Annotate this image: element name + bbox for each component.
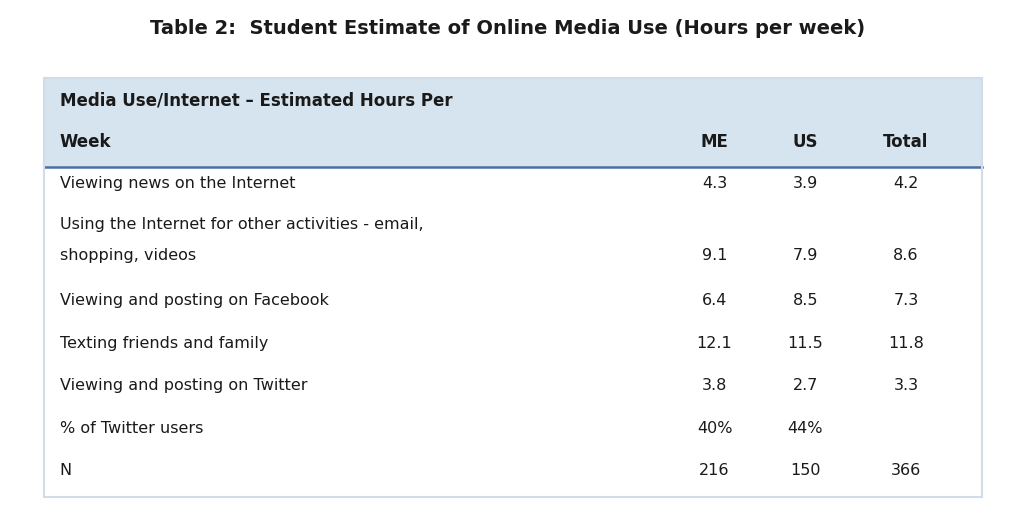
Text: Viewing and posting on Twitter: Viewing and posting on Twitter — [60, 378, 307, 393]
Text: 12.1: 12.1 — [697, 335, 733, 351]
Text: 3.9: 3.9 — [792, 176, 818, 191]
Text: 4.3: 4.3 — [702, 176, 727, 191]
Text: 3.3: 3.3 — [893, 378, 918, 393]
Text: 7.9: 7.9 — [792, 248, 818, 263]
Text: shopping, videos: shopping, videos — [60, 248, 196, 263]
Bar — [45, 78, 981, 167]
Text: Texting friends and family: Texting friends and family — [60, 335, 268, 351]
Text: Viewing news on the Internet: Viewing news on the Internet — [60, 176, 295, 191]
Text: 11.5: 11.5 — [787, 335, 823, 351]
Text: 8.6: 8.6 — [893, 248, 918, 263]
Text: 3.8: 3.8 — [702, 378, 727, 393]
Text: 8.5: 8.5 — [792, 293, 818, 308]
Text: 6.4: 6.4 — [702, 293, 727, 308]
Bar — [45, 78, 981, 496]
Text: Viewing and posting on Facebook: Viewing and posting on Facebook — [60, 293, 328, 308]
Text: ME: ME — [701, 133, 728, 151]
Text: N: N — [60, 463, 72, 478]
Text: Using the Internet for other activities - email,: Using the Internet for other activities … — [60, 217, 424, 232]
Text: 366: 366 — [891, 463, 922, 478]
Text: 7.3: 7.3 — [893, 293, 918, 308]
Text: 2.7: 2.7 — [792, 378, 818, 393]
Text: Week: Week — [60, 133, 111, 151]
Text: 44%: 44% — [787, 421, 823, 436]
Text: 150: 150 — [790, 463, 821, 478]
Text: 11.8: 11.8 — [888, 335, 924, 351]
Text: Total: Total — [883, 133, 929, 151]
Text: Table 2:  Student Estimate of Online Media Use (Hours per week): Table 2: Student Estimate of Online Medi… — [150, 20, 866, 38]
Text: 40%: 40% — [697, 421, 733, 436]
Text: 4.2: 4.2 — [893, 176, 918, 191]
Text: Media Use/Internet – Estimated Hours Per: Media Use/Internet – Estimated Hours Per — [60, 92, 452, 110]
Text: 9.1: 9.1 — [702, 248, 727, 263]
Text: % of Twitter users: % of Twitter users — [60, 421, 203, 436]
Text: 216: 216 — [699, 463, 729, 478]
Text: US: US — [792, 133, 818, 151]
